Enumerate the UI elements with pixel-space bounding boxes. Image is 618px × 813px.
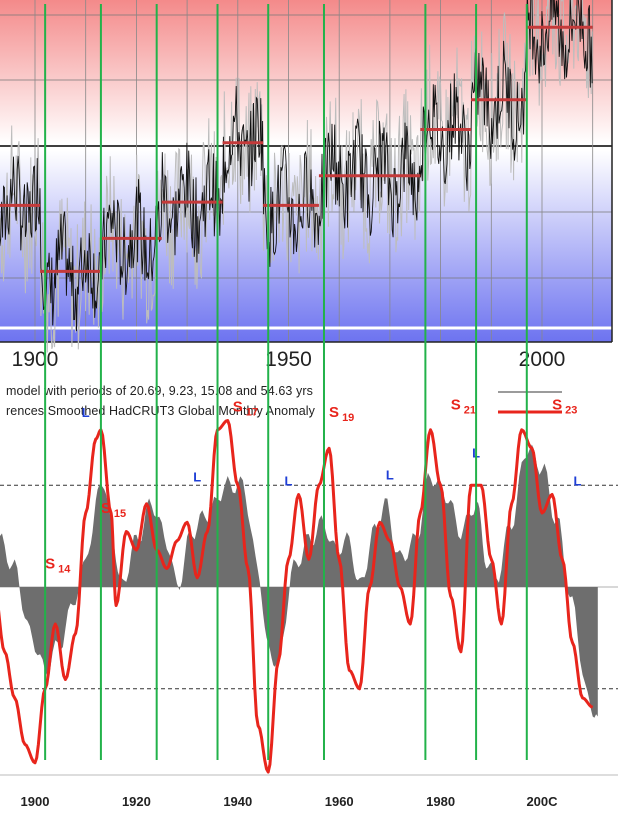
cycle-label-number: 21 xyxy=(464,404,476,416)
low-marker-label: L xyxy=(386,468,394,483)
cycle-label-number: 17 xyxy=(246,406,258,418)
x-axis-ticks-bottom: 1900 1920 1940 1960 1980 200C xyxy=(0,774,618,809)
legend-entry-hadcrut: rences Smoothed HadCRUT3 Global Monthly … xyxy=(6,404,315,418)
x-tick-label: 2000 xyxy=(519,348,566,371)
model-comparison-chart: model with periods of 20.69, 9.23, 15.08… xyxy=(0,375,618,813)
step-mean-segments xyxy=(0,25,593,273)
x-tick-label: 1940 xyxy=(223,794,252,809)
noisy-spread-line xyxy=(0,0,593,353)
x-tick-label: 1980 xyxy=(426,794,455,809)
legend-hadcrut-label: rences Smoothed HadCRUT3 Global Monthly … xyxy=(6,404,316,418)
low-marker-label: L xyxy=(193,470,201,485)
low-marker-label: L xyxy=(82,405,90,420)
hadcrut-line xyxy=(0,419,594,774)
temperature-anomaly-chart: 1900 1950 2000 xyxy=(0,0,618,375)
cycle-label-number: 23 xyxy=(565,404,577,416)
legend-model-label: model with periods of 20.69, 9.23, 15.08… xyxy=(6,384,313,398)
cycle-label: S 17 xyxy=(233,398,258,418)
cycle-label-number: 14 xyxy=(58,564,71,576)
temperature-anomaly-plot: 1900 1950 2000 xyxy=(0,0,613,371)
cycle-label: S 23 xyxy=(552,396,577,416)
x-tick-label: 200C xyxy=(526,794,558,809)
noisy-trace-line xyxy=(0,0,593,332)
noisy-temperature-trace xyxy=(0,0,593,353)
cycle-label: S 21 xyxy=(451,396,476,416)
x-tick-label: 1900 xyxy=(21,794,50,809)
x-tick-label: 1960 xyxy=(325,794,354,809)
x-tick-label: 1950 xyxy=(265,348,312,371)
cycle-label: S 14 xyxy=(45,556,71,576)
hadcrut-line-series xyxy=(0,419,594,774)
legend-entry-model: model with periods of 20.69, 9.23, 15.08… xyxy=(6,384,313,398)
low-marker-label: L xyxy=(285,473,293,488)
x-tick-label: 1920 xyxy=(122,794,151,809)
cycle-label-number: 19 xyxy=(342,412,354,424)
cycle-label: S 19 xyxy=(329,404,354,424)
cycle-label-number: 15 xyxy=(114,508,126,520)
x-tick-label: 1900 xyxy=(12,348,59,371)
low-marker-label: L xyxy=(574,473,582,488)
x-axis-ticks: 1900 1950 2000 xyxy=(12,348,566,371)
low-marker-label: L xyxy=(472,446,480,461)
